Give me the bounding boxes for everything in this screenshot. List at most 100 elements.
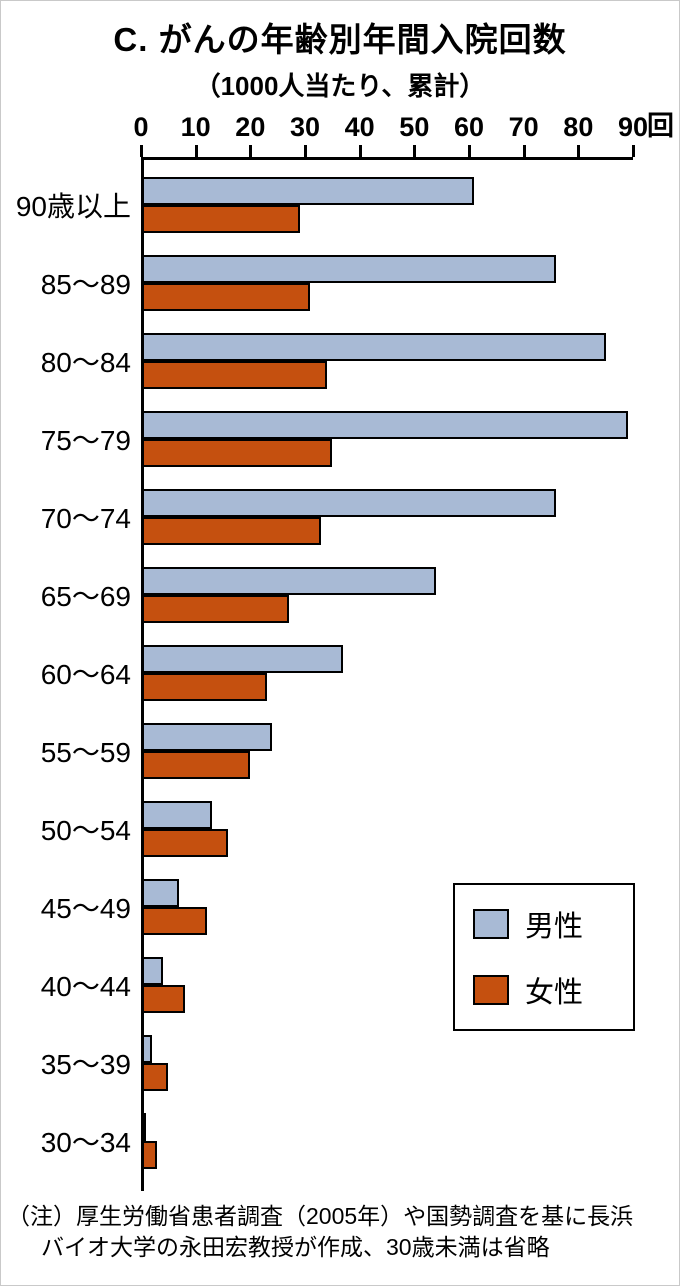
- x-tick-mark: [249, 145, 253, 157]
- male-bar: [141, 333, 606, 361]
- male-bar: [141, 411, 628, 439]
- x-tick-label: 30: [289, 112, 321, 142]
- chart-title: C. がんの年齢別年間入院回数: [113, 21, 567, 58]
- bar-zone: [141, 333, 633, 411]
- male-bar: [141, 255, 557, 283]
- male-bar: [141, 645, 344, 673]
- male-bar: [141, 1035, 152, 1063]
- category-label: 40〜44: [40, 971, 131, 1002]
- x-axis-labels: 0 10 20 30 40 50 60 70 80 90 回: [133, 111, 674, 145]
- note-line-1: （注）厚生労働省患者調査（2005年）や国勢調査を基に長浜: [7, 1203, 634, 1229]
- x-tick-label: 20: [235, 112, 266, 142]
- chart-row: 65〜69: [1, 567, 633, 645]
- x-tick-label: 10: [180, 112, 211, 142]
- male-bar: [141, 567, 437, 595]
- female-bar: [141, 517, 322, 545]
- male-bar: [141, 1113, 147, 1141]
- chart-row: 40〜44: [1, 957, 633, 1035]
- bar-zone: [141, 1113, 633, 1191]
- female-bar: [141, 1063, 169, 1091]
- x-tick-label: 50: [399, 112, 430, 142]
- x-tick-mark: [632, 145, 635, 157]
- category-label: 70〜74: [40, 503, 131, 534]
- bar-zone: [141, 879, 633, 957]
- female-bar: [141, 751, 251, 779]
- x-axis-unit: 回: [647, 111, 674, 141]
- x-tick-mark: [413, 145, 417, 157]
- chart-row: 85〜89: [1, 255, 633, 333]
- bar-zone: [141, 801, 633, 879]
- female-bar: [141, 907, 207, 935]
- male-bar: [141, 489, 557, 517]
- legend-item-female: 女性: [473, 969, 615, 1011]
- chart-row: 30〜34: [1, 1113, 633, 1191]
- legend: 男性 女性: [453, 883, 635, 1031]
- x-tick-label: 80: [563, 112, 594, 142]
- male-bar: [141, 801, 213, 829]
- category-label: 90歳以上: [15, 191, 131, 222]
- note-line-2: バイオ大学の永田宏教授が作成、30歳未満は省略: [41, 1234, 550, 1261]
- female-bar: [141, 985, 185, 1013]
- female-swatch: [473, 975, 509, 1005]
- female-bar: [141, 283, 311, 311]
- category-label: 35〜39: [40, 1049, 131, 1080]
- female-bar: [141, 595, 289, 623]
- x-tick-mark: [304, 145, 307, 157]
- female-bar: [141, 361, 327, 389]
- chart-row: 35〜39: [1, 1035, 633, 1113]
- bar-chart: 0 10 20 30 40 50 60 70 80 90 回 90歳以上 85〜89 80〜84 75〜7…: [1, 111, 679, 1191]
- category-label: 30〜34: [40, 1127, 131, 1158]
- x-axis-ticks: [140, 145, 635, 157]
- legend-item-male: 男性: [473, 903, 615, 945]
- bar-zone: [141, 567, 633, 645]
- bar-zone: [141, 177, 633, 255]
- bar-zone: [141, 1035, 633, 1113]
- chart-row: 50〜54: [1, 801, 633, 879]
- chart-row: 70〜74: [1, 489, 633, 567]
- category-label: 45〜49: [40, 893, 131, 924]
- bar-zone: [141, 411, 633, 489]
- x-tick-label: 70: [508, 112, 539, 142]
- chart-row: 75〜79: [1, 411, 633, 489]
- legend-label-female: 女性: [525, 977, 584, 1009]
- bar-zone: [141, 255, 633, 333]
- x-tick-mark: [358, 145, 362, 157]
- chart-subtitle: （1000人当たり、累計）: [194, 71, 486, 101]
- chart-row: 55〜59: [1, 723, 633, 801]
- bar-zone: [141, 645, 633, 723]
- category-label: 60〜64: [40, 659, 131, 690]
- male-swatch: [473, 909, 509, 939]
- x-tick-mark: [522, 145, 526, 157]
- female-bar: [141, 829, 229, 857]
- category-label: 50〜54: [40, 815, 131, 846]
- category-label: 55〜59: [40, 737, 131, 768]
- x-tick-mark: [468, 145, 471, 157]
- male-bar: [141, 723, 273, 751]
- female-bar: [141, 205, 300, 233]
- chart-rows: 90歳以上 85〜89 80〜84 75〜79 70〜74 65〜69 60〜64 55〜59…: [1, 157, 633, 1191]
- category-label: 75〜79: [40, 425, 131, 456]
- male-bar: [141, 879, 180, 907]
- source-note: （注）厚生労働省患者調査（2005年）や国勢調査を基に長浜 バイオ大学の永田宏教…: [1, 1201, 679, 1263]
- bar-zone: [141, 957, 633, 1035]
- x-tick-label: 40: [344, 112, 375, 142]
- chart-row: 60〜64: [1, 645, 633, 723]
- x-tick-mark: [194, 145, 198, 157]
- chart-row: 90歳以上: [1, 177, 633, 255]
- chart-row: 80〜84: [1, 333, 633, 411]
- x-tick-label: 90: [617, 112, 649, 142]
- category-label: 80〜84: [40, 347, 131, 378]
- category-label: 65〜69: [40, 581, 131, 612]
- female-bar: [141, 439, 333, 467]
- female-bar: [141, 1141, 158, 1169]
- male-bar: [141, 177, 475, 205]
- x-tick-label: 60: [453, 112, 485, 142]
- female-bar: [141, 673, 267, 701]
- x-tick-label: 0: [133, 112, 149, 142]
- chart-row: 45〜49: [1, 879, 633, 957]
- male-bar: [141, 957, 163, 985]
- bar-zone: [141, 489, 633, 567]
- legend-label-male: 男性: [525, 911, 584, 943]
- x-tick-mark: [577, 145, 581, 157]
